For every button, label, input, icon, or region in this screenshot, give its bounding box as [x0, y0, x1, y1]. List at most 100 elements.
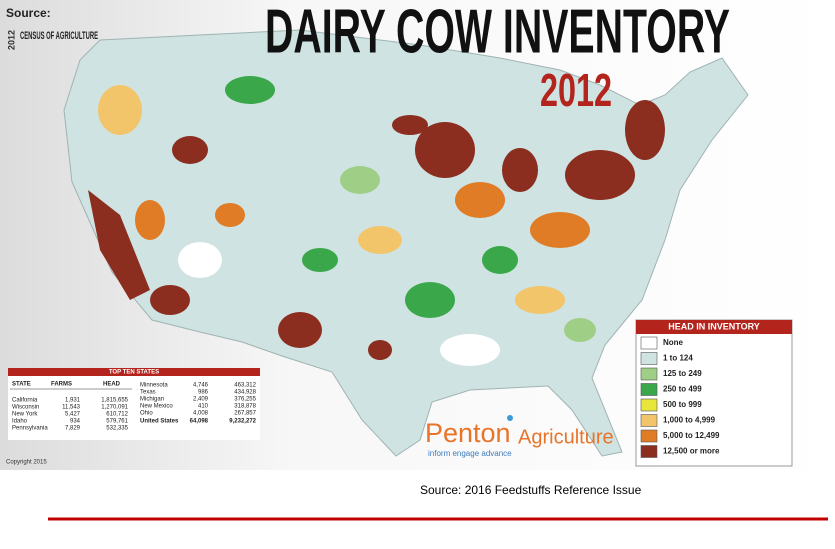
census-year: 2012: [6, 30, 16, 50]
logo-name: Penton: [425, 418, 511, 448]
patch: [530, 212, 590, 248]
table-cell: 11,543: [62, 405, 81, 411]
table-cell: Michigan: [140, 397, 164, 403]
logo-dot: [507, 415, 513, 421]
table-cell: New Mexico: [140, 404, 173, 410]
us-outline: [63, 29, 749, 457]
legend-label: 500 to 999: [663, 400, 702, 409]
legend-label: 5,000 to 12,499: [663, 431, 720, 440]
table-total: United States: [140, 419, 179, 425]
table-cell: Pennsylvania: [12, 426, 48, 432]
legend-swatch: [640, 445, 658, 458]
legend-swatch: [640, 352, 658, 365]
table-cell: New York: [12, 412, 38, 418]
table-cell: 532,335: [106, 426, 128, 432]
footer-source: Source: 2016 Feedstuffs Reference Issue: [420, 483, 642, 497]
patch: [415, 122, 475, 178]
patch: [178, 242, 222, 278]
patch: [455, 182, 505, 218]
patch: [88, 190, 150, 300]
legend-label: None: [663, 338, 684, 347]
legend-swatch: [640, 414, 658, 427]
legend-swatch: [640, 398, 658, 412]
table-cell: Texas: [140, 390, 156, 396]
legend-label: 250 to 499: [663, 385, 702, 394]
census-name: CENSUS OF AGRICULTURE: [20, 30, 98, 42]
patch: [502, 148, 538, 192]
table-cell: 318,878: [234, 404, 256, 410]
patch: [225, 76, 275, 104]
logo-division: Agriculture: [518, 426, 614, 448]
table-cell: 986: [198, 390, 209, 396]
patch: [302, 248, 338, 272]
patch: [340, 166, 380, 194]
legend-label: 125 to 249: [663, 369, 702, 378]
patch: [215, 203, 245, 227]
table-cell: Minnesota: [140, 383, 168, 389]
patch: [440, 334, 500, 366]
legend-swatch: [640, 429, 658, 443]
patch: [150, 285, 190, 315]
legend-title: HEAD IN INVENTORY: [668, 321, 760, 331]
patch: [358, 226, 402, 254]
patch: [392, 115, 428, 135]
table-cell: 410: [198, 404, 209, 410]
table-cell: Ohio: [140, 411, 153, 417]
year: 2012: [540, 64, 612, 116]
patch: [564, 318, 596, 342]
legend-swatch: [640, 367, 658, 381]
table-cell: 934: [70, 419, 81, 425]
table-cell: Wisconsin: [12, 405, 39, 411]
patch: [482, 246, 518, 274]
table-cell: 4,746: [193, 383, 209, 389]
patch: [172, 136, 208, 164]
legend-header: [636, 320, 792, 334]
patch: [565, 150, 635, 200]
table-cell: California: [12, 398, 38, 404]
legend-box: [635, 319, 793, 467]
us-map: [63, 29, 749, 457]
top-ten-table: TOP TEN STATES STATE FARMS HEAD California 1…: [8, 368, 260, 440]
table-cell: 1,815,655: [101, 398, 128, 404]
table-cell: 1,931: [65, 398, 81, 404]
table-header-bar: [8, 368, 260, 376]
source-label: Source:: [6, 6, 51, 20]
legend-swatch: [640, 383, 658, 396]
legend: HEAD IN INVENTORY None 1 to 124 125 to 249…: [635, 319, 793, 467]
county-patches: [88, 76, 665, 366]
patch: [135, 200, 165, 240]
patch: [515, 286, 565, 314]
table-cell: 434,928: [234, 390, 256, 396]
table-cell: 267,857: [234, 411, 256, 417]
copyright: Copyright 2015: [6, 460, 47, 466]
table-total: 9,232,272: [229, 419, 256, 425]
legend-label: 12,500 or more: [663, 447, 720, 456]
table-cell: 2,409: [193, 397, 209, 403]
table-box: [8, 368, 260, 440]
table-cell: 5,427: [65, 412, 81, 418]
legend-swatch: [640, 336, 658, 350]
table-cell: 579,761: [106, 419, 128, 425]
table-cell: Idaho: [12, 419, 28, 425]
title: DAIRY COW INVENTORY: [265, 0, 730, 66]
table-total: 64,098: [190, 419, 209, 425]
table-cell: 4,008: [193, 411, 209, 417]
table-title: TOP TEN STATES: [109, 370, 159, 376]
logo-tagline: inform engage advance: [428, 449, 512, 458]
legend-label: 1,000 to 4,999: [663, 416, 716, 425]
patch: [98, 85, 142, 135]
table-header: FARMS: [51, 382, 72, 388]
table-cell: 376,255: [234, 397, 256, 403]
legend-label: 1 to 124: [663, 354, 693, 363]
patch: [368, 340, 392, 360]
table-cell: 463,312: [234, 383, 256, 389]
patch: [278, 312, 322, 348]
patch: [405, 282, 455, 318]
table-header: STATE: [12, 382, 31, 388]
patch: [625, 100, 665, 160]
table-header: HEAD: [103, 382, 121, 388]
table-cell: 610,712: [106, 412, 128, 418]
table-cell: 7,829: [65, 426, 81, 432]
